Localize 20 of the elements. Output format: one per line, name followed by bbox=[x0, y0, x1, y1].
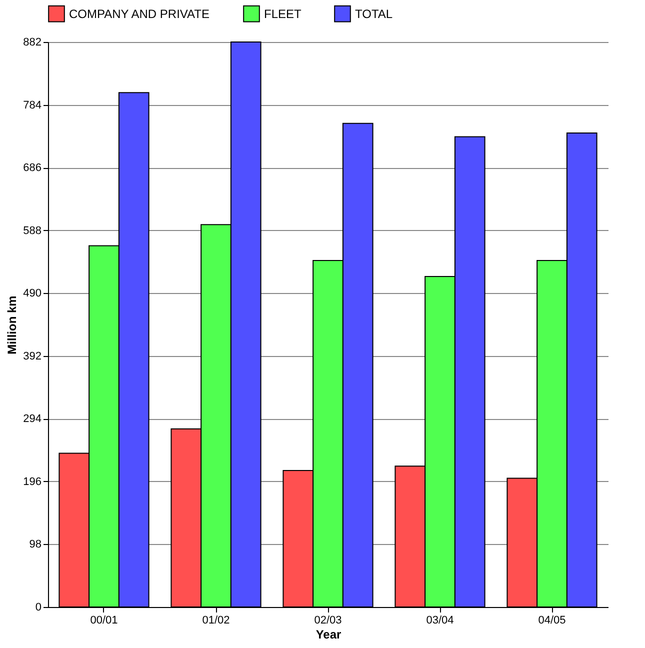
y-tick-label: 882 bbox=[23, 36, 42, 48]
x-tick-label: 02/03 bbox=[314, 614, 342, 626]
legend-label: TOTAL bbox=[355, 6, 393, 21]
y-tick-label: 588 bbox=[23, 224, 42, 237]
x-tick-label: 01/02 bbox=[202, 614, 230, 626]
legend-label: FLEET bbox=[264, 6, 302, 21]
legend-label: COMPANY AND PRIVATE bbox=[69, 6, 210, 21]
y-tick-label: 490 bbox=[23, 288, 42, 300]
x-tick-label: 03/04 bbox=[426, 614, 454, 626]
y-tick-label: 686 bbox=[23, 162, 42, 174]
y-tick-label: 0 bbox=[35, 602, 42, 614]
y-tick-label: 196 bbox=[23, 476, 42, 488]
x-tick-label: 04/05 bbox=[538, 614, 566, 626]
x-axis-title: Year bbox=[316, 628, 342, 642]
y-tick-label: 98 bbox=[29, 538, 42, 551]
y-axis-title: Million km bbox=[5, 296, 20, 354]
y-tick-label: 784 bbox=[23, 99, 42, 112]
x-tick-label: 00/01 bbox=[90, 614, 118, 626]
y-tick-label: 294 bbox=[23, 413, 42, 426]
y-tick-label: 392 bbox=[23, 350, 42, 362]
